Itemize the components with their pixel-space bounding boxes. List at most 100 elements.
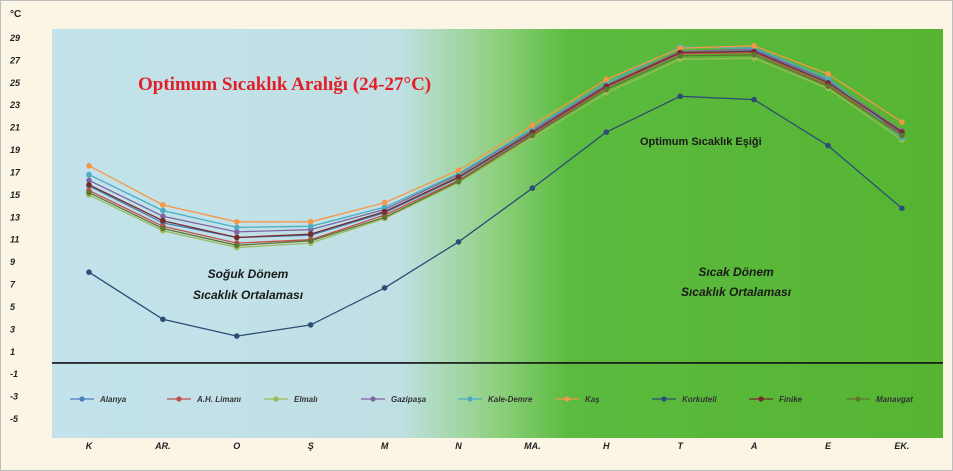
- data-point: [677, 93, 683, 100]
- data-point: [160, 213, 166, 219]
- plot-area-background: [52, 29, 943, 438]
- legend: Alanya A.H. Limanı Elmalı Gazipaşa Kale-Demr…: [70, 395, 913, 404]
- data-point: [751, 52, 757, 58]
- x-axis-labels: K AR. O Ş M N MA. H T A E EK.: [86, 441, 910, 451]
- y-axis-unit: °C: [10, 9, 21, 20]
- y-tick-label: 7: [10, 280, 16, 290]
- data-point: [751, 43, 757, 49]
- series-line: [88, 45, 903, 223]
- data-point: [455, 174, 462, 180]
- y-tick-label: 15: [10, 190, 21, 200]
- data-point: [455, 239, 462, 245]
- legend-swatch-marker: [758, 396, 764, 402]
- data-point: [234, 224, 240, 231]
- series-manavgat: [86, 52, 905, 249]
- y-tick-label: -5: [10, 414, 19, 424]
- y-tick-label: -3: [10, 392, 18, 402]
- data-point: [234, 234, 240, 241]
- data-point: [381, 285, 388, 291]
- x-tick-label: O: [233, 441, 240, 451]
- legend-label: Kaş: [585, 395, 600, 404]
- legend-item-a-h-liman: A.H. Limanı: [167, 395, 242, 404]
- cold-period-label-line1: Soğuk Dönem: [208, 267, 289, 281]
- data-point: [234, 333, 240, 339]
- threshold-annotation: Optimum Sıcaklık Eşiği: [640, 136, 762, 148]
- legend-swatch-marker: [176, 396, 182, 402]
- y-tick-label: 17: [10, 167, 21, 177]
- y-tick-label: 23: [9, 100, 20, 110]
- data-point: [529, 132, 536, 139]
- data-point: [160, 316, 166, 323]
- legend-swatch-marker: [79, 396, 85, 402]
- data-point: [307, 223, 314, 230]
- series-line: [88, 51, 903, 244]
- legend-label: Alanya: [99, 395, 127, 404]
- legend-swatch-marker: [661, 396, 667, 402]
- series-line: [88, 54, 903, 246]
- x-tick-label: T: [677, 441, 684, 451]
- legend-item-gazipa-a: Gazipaşa: [361, 395, 427, 404]
- data-point: [825, 142, 831, 149]
- data-point: [381, 208, 388, 215]
- data-point: [86, 181, 92, 188]
- data-point: [160, 207, 166, 214]
- data-point: [381, 204, 388, 211]
- y-tick-label: 3: [10, 324, 15, 334]
- legend-item-manavgat: Manavgat: [846, 395, 913, 404]
- data-point: [603, 76, 610, 83]
- legend-item-ka: Kaş: [555, 395, 600, 404]
- series-group: [86, 43, 905, 339]
- x-tick-label: MA.: [524, 441, 541, 451]
- data-point: [381, 199, 388, 206]
- series-ka: [86, 43, 905, 225]
- series-line: [88, 57, 903, 249]
- legend-label: Finike: [779, 395, 803, 404]
- x-tick-label: M: [381, 441, 389, 451]
- x-tick-label: Ş: [308, 441, 314, 451]
- y-axis-ticks: 29 27 25 23 21 19 17 15 13 11 9 7 5 3 1 -1 -3 -5: [9, 33, 21, 424]
- data-point: [899, 205, 905, 212]
- series-line: [88, 48, 903, 233]
- y-tick-label: -1: [10, 369, 18, 379]
- cold-period-label-line2: Sıcaklık Ortalaması: [193, 288, 304, 302]
- data-point: [603, 86, 610, 93]
- series-line: [88, 95, 903, 337]
- data-point: [160, 225, 166, 232]
- data-point: [86, 162, 92, 169]
- x-tick-label: A: [750, 441, 758, 451]
- x-tick-label: AR.: [154, 441, 171, 451]
- data-point: [603, 129, 610, 135]
- legend-item-elmal: Elmalı: [264, 395, 318, 404]
- legend-label: A.H. Limanı: [196, 395, 242, 404]
- data-point: [751, 96, 757, 103]
- data-point: [307, 322, 314, 328]
- legend-item-alanya: Alanya: [70, 395, 127, 404]
- data-point: [381, 214, 388, 221]
- data-point: [234, 242, 240, 249]
- y-tick-label: 19: [10, 145, 20, 155]
- data-point: [677, 45, 683, 51]
- y-tick-label: 9: [10, 257, 15, 267]
- legend-label: Elmalı: [294, 395, 318, 404]
- data-point: [677, 53, 683, 59]
- x-tick-label: N: [455, 441, 462, 451]
- data-point: [160, 202, 166, 208]
- chart-title: Optimum Sıcaklık Aralığı (24-27°C): [138, 74, 431, 95]
- warm-period-label-line2: Sıcaklık Ortalaması: [681, 285, 792, 299]
- y-tick-label: 11: [10, 235, 19, 245]
- series-korkuteli: [86, 93, 905, 339]
- data-point: [86, 171, 92, 178]
- legend-swatch-marker: [855, 396, 861, 402]
- legend-swatch-marker: [370, 396, 376, 402]
- series-line: [88, 46, 903, 229]
- x-tick-label: K: [86, 441, 94, 451]
- data-point: [86, 177, 92, 184]
- data-point: [825, 75, 831, 82]
- legend-item-finike: Finike: [749, 395, 803, 404]
- data-point: [234, 229, 240, 235]
- legend-swatch-marker: [467, 396, 473, 402]
- data-point: [307, 238, 314, 244]
- data-point: [899, 119, 905, 125]
- data-point: [455, 178, 462, 185]
- data-point: [160, 217, 166, 224]
